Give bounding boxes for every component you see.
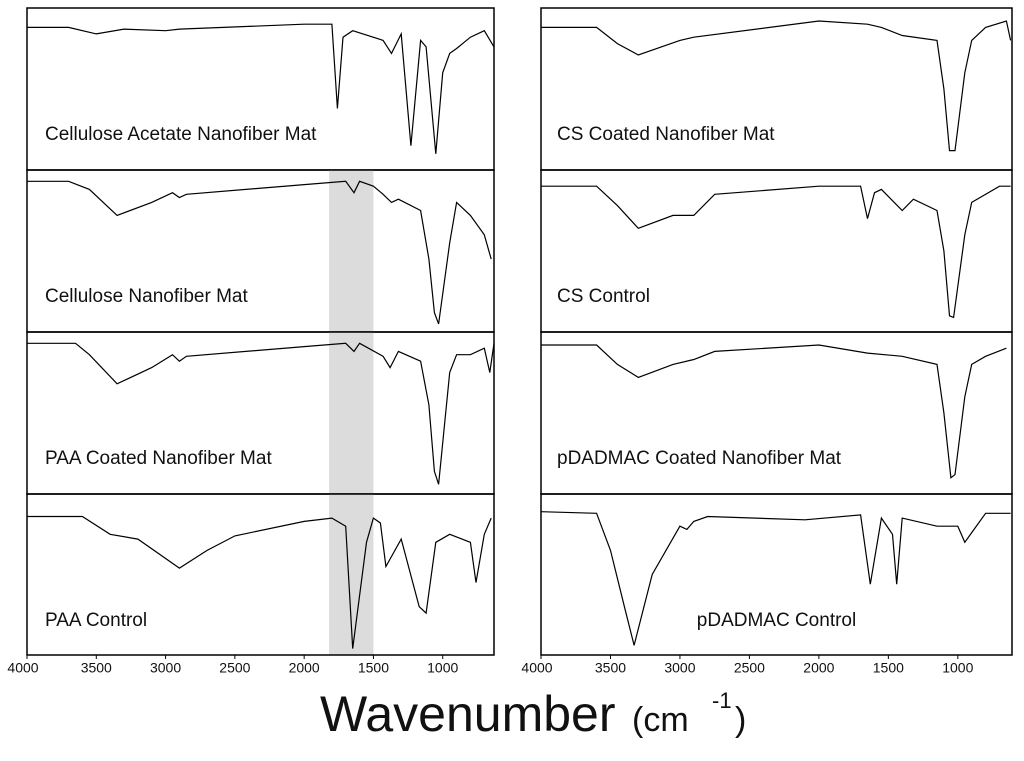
x-tick-label: 1000 [427, 660, 458, 676]
panel-label: PAA Control [45, 610, 147, 631]
x-tick-label: 2500 [734, 660, 765, 676]
x-tick-label: 1000 [942, 660, 973, 676]
highlight-band [329, 170, 374, 332]
panel-frame [26, 169, 495, 333]
x-tick-label: 3500 [595, 660, 626, 676]
x-tick-label: 3500 [81, 660, 112, 676]
x-tick-label: 3000 [150, 660, 181, 676]
panel-frame [26, 7, 495, 171]
panel-frame [26, 493, 495, 656]
x-axis-unit-exponent: -1 [712, 688, 732, 713]
spectrum-line [541, 20, 1012, 152]
x-axis-label: Wavenumber [320, 686, 615, 742]
panel-frame [540, 7, 1013, 171]
panel-label: PAA Coated Nanofiber Mat [45, 448, 272, 469]
x-axis-unit-close: ) [735, 701, 746, 739]
panel-label: Cellulose Nanofiber Mat [45, 286, 248, 307]
x-tick-label: 1500 [358, 660, 389, 676]
highlight-band [329, 332, 374, 494]
panel-frame [26, 331, 495, 495]
panel-frame [540, 493, 1013, 656]
panel-label: pDADMAC Control [697, 610, 856, 631]
x-tick-label: 1500 [873, 660, 904, 676]
x-tick-label: 2500 [219, 660, 250, 676]
spectrum-line [27, 23, 495, 154]
panel-label: Cellulose Acetate Nanofiber Mat [45, 124, 317, 145]
x-tick-label: 2000 [803, 660, 834, 676]
x-tick-label: 4000 [7, 660, 38, 676]
panel-label: pDADMAC Coated Nanofiber Mat [557, 448, 842, 469]
spectrum-line [27, 180, 492, 325]
x-tick-label: 2000 [289, 660, 320, 676]
panel-label: CS Control [557, 286, 650, 307]
panel-frame [540, 169, 1013, 333]
spectrum-line [541, 344, 1007, 479]
x-tick-label: 3000 [664, 660, 695, 676]
spectrum-line [27, 342, 495, 485]
x-tick-label: 4000 [521, 660, 552, 676]
spectrum-line [27, 515, 492, 649]
panel-frame [540, 331, 1013, 495]
panel-label: CS Coated Nanofiber Mat [557, 124, 775, 145]
spectrum-line [540, 511, 1011, 646]
spectrum-line [541, 185, 1011, 319]
x-axis-unit: (cm [632, 701, 689, 739]
